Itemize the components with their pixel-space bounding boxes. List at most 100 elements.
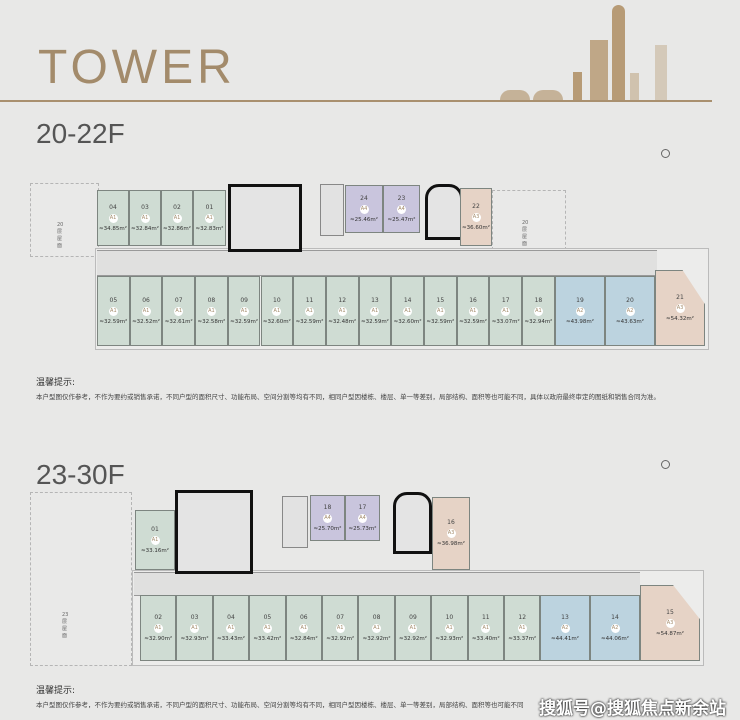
unit-08: 08 A1 ≈32.92m² — [358, 595, 395, 661]
roof-label: 20层屋面 — [57, 222, 64, 249]
unit-type-badge: A1 — [305, 306, 315, 316]
unit-type-badge: A4 — [323, 513, 332, 523]
unit-type-badge: A1 — [272, 306, 282, 316]
unit-area: ≈32.92m² — [399, 635, 427, 642]
unit-22: 22 A3 ≈36.60m² — [460, 188, 492, 246]
unit-area: ≈33.42m² — [253, 635, 282, 642]
unit-number: 17 — [358, 503, 367, 511]
roof-area — [492, 190, 566, 250]
stair-core — [175, 490, 253, 574]
unit-10: 10 A1 ≈32.60m² — [260, 276, 294, 346]
unit-area: ≈44.06m² — [601, 635, 629, 642]
unit-type-badge: A1 — [337, 306, 347, 316]
stair-core — [425, 184, 463, 240]
unit-number: 19 — [576, 296, 584, 304]
unit-area: ≈32.92m² — [362, 635, 391, 642]
unit-number: 10 — [445, 613, 454, 621]
notice-text: 本户型图仅作参考，不作为要约或销售承诺，不同户型的面积尺寸、功能布局、空间分割等… — [36, 393, 660, 401]
unit-type-badge: A1 — [150, 535, 160, 545]
unit-type-badge: A2 — [610, 623, 620, 633]
unit-01: 01 A1 ≈32.83m² — [193, 190, 226, 246]
unit-number: 15 — [666, 608, 674, 616]
unit-area: ≈32.60m² — [393, 318, 422, 325]
elevator-shaft — [282, 496, 308, 548]
unit-type-badge: A1 — [517, 623, 527, 633]
unit-17: 17 A4 ≈25.73m² — [345, 495, 380, 541]
unit-06: 06 A1 ≈32.84m² — [285, 595, 322, 661]
unit-20: 20 A2 ≈43.63m² — [605, 276, 655, 346]
unit-01: 01 A1 ≈33.16m² — [135, 510, 175, 570]
unit-number: 05 — [109, 296, 118, 304]
unit-08: 08 A1 ≈32.58m² — [195, 276, 228, 346]
compass-icon — [661, 460, 670, 469]
unit-13: 13 A1 ≈32.59m² — [358, 276, 392, 346]
elevator-shaft — [320, 184, 344, 236]
unit-03: 03 A1 ≈32.93m² — [176, 595, 213, 661]
unit-area: ≈32.52m² — [132, 318, 160, 325]
unit-number: 03 — [141, 203, 149, 211]
unit-number: 02 — [154, 613, 163, 621]
skyline-illustration — [475, 0, 715, 100]
unit-12: 12 A1 ≈33.37m² — [504, 595, 541, 661]
unit-number: 21 — [676, 293, 684, 301]
unit-area: ≈32.59m² — [426, 318, 455, 325]
unit-02: 02 A1 ≈32.86m² — [161, 190, 193, 246]
unit-type-badge: A3 — [446, 529, 456, 538]
unit-area: ≈32.60m² — [262, 318, 291, 325]
unit-area: ≈32.59m² — [295, 318, 324, 325]
unit-type-badge: A1 — [370, 306, 380, 316]
unit-03: 03 A1 ≈32.84m² — [129, 190, 161, 246]
unit-number: 16 — [469, 296, 477, 304]
unit-type-badge: A4 — [358, 513, 367, 523]
unit-area: ≈32.92m² — [326, 635, 355, 642]
unit-number: 04 — [109, 203, 117, 211]
roof-area — [30, 183, 99, 257]
unit-area: ≈32.83m² — [195, 225, 224, 232]
watermark: 搜狐号@搜狐焦点新余站 — [539, 699, 726, 719]
unit-type-badge: A3 — [471, 212, 481, 222]
unit-09: 09 A1 ≈32.92m² — [394, 595, 432, 661]
unit-type-badge: A1 — [408, 623, 418, 633]
unit-15: 15 A1 ≈32.59m² — [424, 276, 457, 346]
unit-area: ≈25.73m² — [348, 525, 377, 532]
unit-type-badge: A3 — [665, 618, 675, 628]
unit-number: 08 — [372, 613, 381, 621]
notice-heading: 温馨提示: — [36, 686, 76, 696]
unit-14: 14 A2 ≈44.06m² — [590, 595, 640, 661]
unit-area: ≈33.37m² — [508, 635, 537, 642]
unit-06: 06 A1 ≈32.52m² — [129, 276, 163, 346]
roof-label: 23层屋面 — [62, 612, 69, 639]
unit-area: ≈32.59m² — [459, 318, 487, 325]
unit-17: 17 A1 ≈33.07m² — [489, 276, 523, 346]
unit-area: ≈32.58m² — [197, 318, 226, 325]
unit-number: 22 — [472, 202, 480, 210]
unit-area: ≈32.48m² — [328, 318, 357, 325]
unit-area: ≈33.07m² — [491, 318, 520, 325]
unit-type-badge: A1 — [262, 623, 272, 633]
unit-number: 01 — [151, 525, 159, 533]
unit-number: 18 — [323, 503, 332, 511]
unit-type-badge: A2 — [625, 306, 635, 316]
unit-type-badge: A1 — [299, 623, 309, 633]
unit-area: ≈54.87m² — [656, 630, 684, 637]
unit-area: ≈32.84m² — [289, 635, 318, 642]
unit-area: ≈32.94m² — [524, 318, 553, 325]
unit-area: ≈44.41m² — [551, 635, 579, 642]
notice-heading: 温馨提示: — [36, 378, 76, 388]
unit-area: ≈32.86m² — [163, 225, 191, 232]
unit-number: 04 — [227, 613, 235, 621]
unit-type-badge: A1 — [533, 306, 543, 316]
unit-type-badge: A1 — [501, 306, 511, 316]
unit-area: ≈33.43m² — [217, 635, 245, 642]
unit-number: 17 — [501, 296, 510, 304]
unit-number: 10 — [273, 296, 281, 304]
unit-number: 13 — [561, 613, 569, 621]
unit-number: 16 — [447, 519, 455, 526]
roof-area — [30, 492, 132, 666]
unit-number: 14 — [403, 296, 412, 304]
unit-area: ≈43.63m² — [616, 318, 644, 325]
unit-number: 20 — [626, 296, 634, 304]
unit-type-badge: A2 — [560, 623, 570, 633]
unit-number: 23 — [397, 194, 406, 202]
unit-number: 24 — [360, 194, 368, 202]
